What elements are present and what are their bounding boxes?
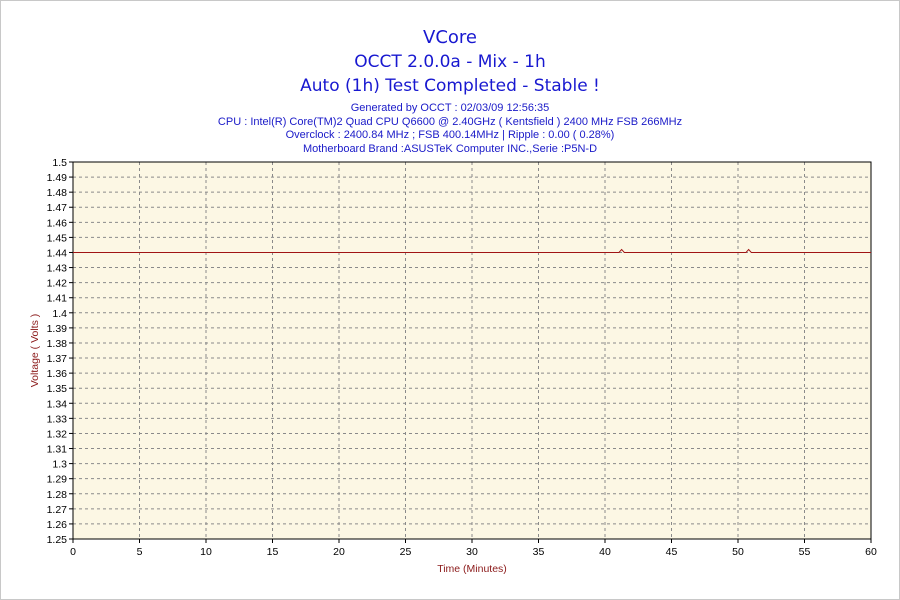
y-tick-label: 1.29 [47,474,68,486]
axes [69,161,872,543]
y-tick-label: 1.44 [47,247,68,259]
x-tick-label: 45 [666,546,678,558]
motherboard-info: Motherboard Brand :ASUSTeK Computer INC.… [302,142,598,155]
x-tick-label: 15 [267,546,279,558]
overclock-info: Overclock : 2400.84 MHz ; FSB 400.14MHz … [285,129,615,141]
x-tick-label: 60 [865,546,877,558]
y-tick-label: 1.43 [47,263,68,275]
y-tick-label: 1.37 [47,353,68,365]
y-tick-label: 1.32 [47,428,68,440]
y-tick-label: 1.35 [47,383,68,395]
x-axis-label: Time (Minutes) [437,563,507,575]
y-tick-label: 1.39 [47,323,68,335]
y-axis-label: Voltage ( Volts ) [29,314,41,388]
vcore-series-line [73,248,871,253]
y-tick-label: 1.49 [47,172,68,184]
y-tick-label: 1.38 [47,338,68,350]
y-tick-label: 1.46 [47,217,68,229]
chart-title: VCore [423,27,477,48]
x-tick-label: 40 [599,546,611,558]
y-tick-label: 1.42 [47,278,68,290]
x-tick-label: 55 [799,546,811,558]
y-tick-label: 1.28 [47,489,68,501]
y-tick-label: 1.41 [47,293,68,305]
y-tick-label: 1.3 [52,459,67,471]
chart-titles: VCore OCCT 2.0.0a - Mix - 1h Auto (1h) T… [0,26,900,98]
x-tick-label: 10 [200,546,212,558]
generated-info: Generated by OCCT : 02/03/09 12:56:35 [350,102,550,114]
x-tick-label: 20 [333,546,345,558]
y-tick-label: 1.36 [47,368,68,380]
y-tick-label: 1.26 [47,519,68,531]
y-tick-label: 1.34 [47,398,68,410]
y-tick-label: 1.45 [47,232,68,244]
vertical-gridlines [139,162,805,539]
x-tick-label: 5 [137,546,143,558]
x-tick-label: 25 [400,546,412,558]
y-tick-label: 1.31 [47,444,68,456]
chart-subtitle: OCCT 2.0.0a - Mix - 1h [354,52,546,72]
x-tick-label: 0 [70,546,76,558]
y-tick-label: 1.5 [52,157,67,169]
system-info: Generated by OCCT : 02/03/09 12:56:35 CP… [0,102,900,156]
cpu-info: CPU : Intel(R) Core(TM)2 Quad CPU Q6600 … [217,115,683,128]
x-tick-label: 50 [732,546,744,558]
x-tick-label: 30 [466,546,478,558]
test-status: Auto (1h) Test Completed - Stable ! [300,76,600,96]
horizontal-gridlines [73,176,871,525]
y-tick-label: 1.25 [47,534,68,546]
y-tick-labels: 1.25 1.26 1.27 1.28 1.29 1.3 1.31 1.32 1.33 1.34 1… [47,157,68,546]
y-tick-label: 1.33 [47,413,68,425]
y-tick-label: 1.27 [47,504,68,516]
y-tick-label: 1.4 [52,308,67,320]
x-tick-labels: 0 5 10 15 20 25 30 35 40 45 50 55 60 [70,546,877,558]
y-tick-label: 1.48 [47,187,68,199]
y-tick-label: 1.47 [47,202,68,214]
x-tick-label: 35 [533,546,545,558]
series-group [73,248,871,253]
